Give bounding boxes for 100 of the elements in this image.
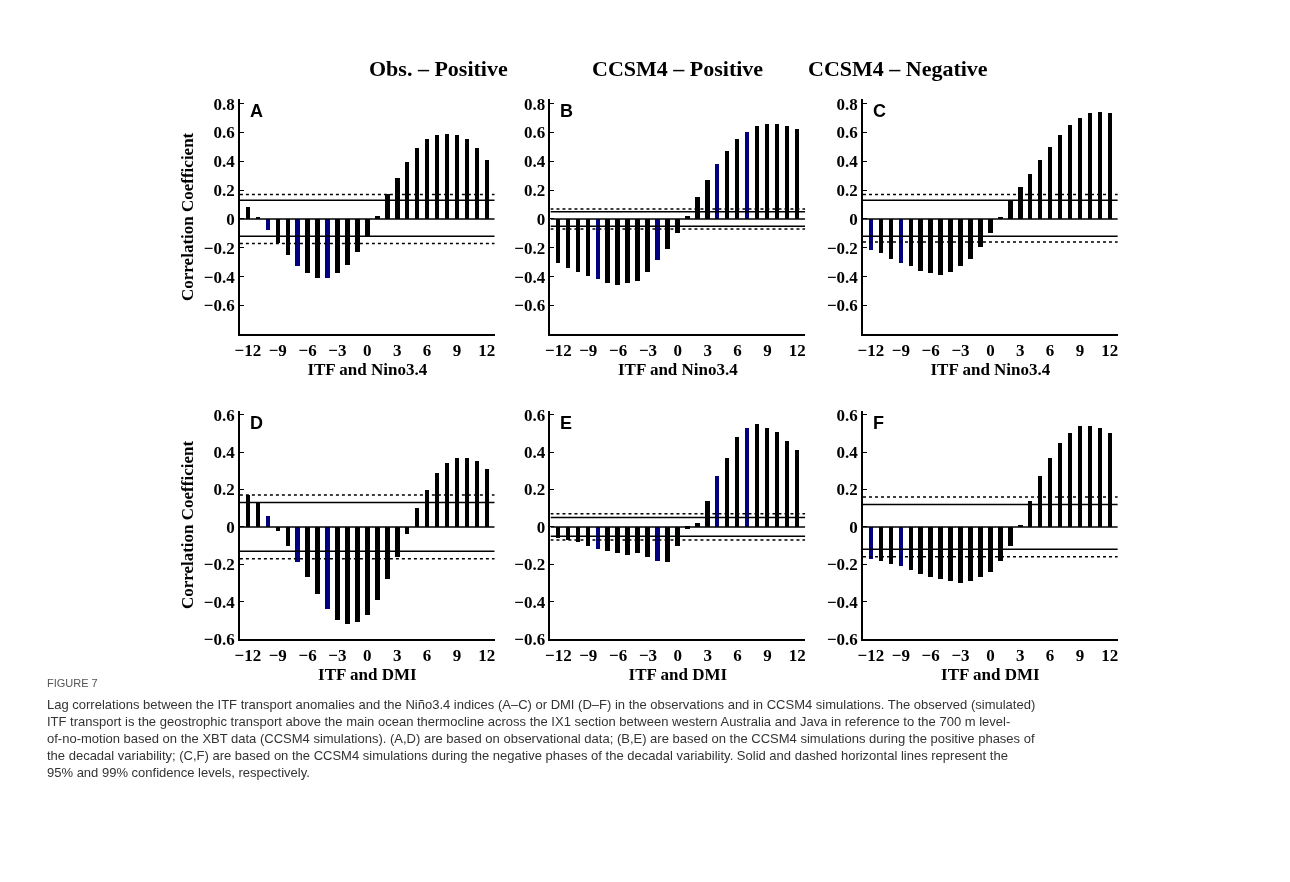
x-tick-label: 0 <box>986 341 995 361</box>
y-tick-label: −0.4 <box>514 267 546 287</box>
x-tick-label: −6 <box>298 341 317 361</box>
y-tick-label: −0.4 <box>826 592 859 612</box>
x-tick-label: 12 <box>478 646 496 666</box>
x-tick-label: 3 <box>703 341 712 361</box>
bar <box>655 219 661 261</box>
x-tick-label: 3 <box>703 646 712 666</box>
y-tick-label: −0.2 <box>203 555 235 575</box>
y-tick-label: 0.4 <box>213 443 236 463</box>
bar <box>898 219 903 264</box>
y-tick-label: 0.6 <box>836 405 858 425</box>
y-tick-label: −0.6 <box>203 629 235 649</box>
y-tick-label: 0 <box>849 517 858 537</box>
x-tick-label: −3 <box>328 646 347 666</box>
x-tick-label: 9 <box>763 646 772 666</box>
x-tick-label: 6 <box>1045 341 1055 361</box>
y-tick-label: −0.6 <box>826 629 858 649</box>
bar <box>294 219 300 267</box>
x-tick-label: 0 <box>363 341 372 361</box>
y-tick-label: 0.2 <box>836 181 858 201</box>
x-tick-label: 3 <box>392 341 402 361</box>
x-tick-label: 6 <box>422 341 432 361</box>
x-tick-label: −12 <box>234 341 262 361</box>
x-tick-label: −9 <box>891 646 910 666</box>
x-axis-title: ITF and DMI <box>941 665 1041 685</box>
x-tick-label: 12 <box>1101 341 1119 361</box>
x-tick-label: −12 <box>857 646 885 666</box>
bar <box>745 427 750 527</box>
annotation: A <box>250 101 263 121</box>
x-tick-label: −6 <box>609 341 628 361</box>
x-tick-label: −6 <box>609 646 628 666</box>
x-tick-label: −9 <box>268 341 287 361</box>
y-tick-label: −0.2 <box>826 555 858 575</box>
x-tick-label: −6 <box>921 341 940 361</box>
bar <box>715 164 720 220</box>
y-tick-label: −0.4 <box>203 592 236 612</box>
x-tick-label: 6 <box>733 341 742 361</box>
y-tick-label: 0.6 <box>213 405 235 425</box>
bar <box>715 475 720 527</box>
x-tick-label: −12 <box>857 341 885 361</box>
y-tick-label: 0.2 <box>524 181 546 201</box>
y-tick-label: −0.4 <box>826 267 859 287</box>
x-tick-label: −6 <box>921 646 940 666</box>
bar <box>265 515 270 527</box>
x-tick-label: 12 <box>1101 646 1119 666</box>
y-tick-label: 0.4 <box>524 443 546 463</box>
x-tick-label: −12 <box>545 646 572 666</box>
y-tick-label: −0.4 <box>514 592 546 612</box>
bar <box>265 219 270 231</box>
bar <box>324 526 330 609</box>
y-tick-label: −0.2 <box>514 238 546 258</box>
y-tick-label: 0.2 <box>836 480 858 500</box>
x-tick-label: −9 <box>268 646 287 666</box>
text: Lag correlations between the ITF transport anomalies and the Niño3.4 indices (A–C) or DMI (D–F) in the observations and in CCSM4 simulations. The observed (simulated) ITF transport is the geostrophic transport above the main ocean thermocline across the IX1 section between western Australia and Java in reference to the 700 m level-of-no-motion based on the XBT data (CCSM4 simulations). (A,D) are based on observational data; (B,E) are based on the CCSM4 simulations during the positive phases of the decadal variability; (C,F) are based on the CCSM4 simulations during the negative phases of the decadal variability. Solid and dashed horizontal lines represent the 95% and 99% confidence levels, respectively. <box>47 697 1036 780</box>
x-tick-label: 9 <box>452 646 462 666</box>
x-tick-label: −9 <box>891 341 910 361</box>
x-tick-label: 0 <box>673 646 683 666</box>
x-axis-title: ITF and DMI <box>628 665 728 685</box>
x-tick-label: −3 <box>638 646 658 666</box>
y-tick-label: 0 <box>226 209 235 229</box>
y-tick-label: 0.2 <box>524 480 546 500</box>
y-tick-label: 0.8 <box>524 94 546 114</box>
y-tick-label: −0.6 <box>514 296 546 316</box>
x-tick-label: −3 <box>951 341 970 361</box>
x-tick-label: −6 <box>298 646 317 666</box>
annotation: F <box>873 413 884 433</box>
x-axis-title: ITF and Nino3.4 <box>307 360 428 380</box>
bar <box>745 132 750 220</box>
y-tick-label: 0.4 <box>524 152 546 172</box>
y-tick-label: 0 <box>226 517 235 537</box>
x-tick-label: 6 <box>733 646 742 666</box>
x-axis-title: ITF and Nino3.4 <box>930 360 1051 380</box>
x-tick-label: −3 <box>951 646 970 666</box>
x-tick-label: −9 <box>579 646 598 666</box>
y-tick-label: 0.6 <box>524 123 546 143</box>
x-tick-label: 9 <box>452 341 462 361</box>
annotation: C <box>873 101 886 121</box>
bar <box>898 526 903 566</box>
y-tick-label: 0.6 <box>213 123 235 143</box>
y-tick-label: 0.6 <box>836 123 858 143</box>
y-tick-label: 0.4 <box>213 152 236 172</box>
y-tick-label: −0.2 <box>826 238 858 258</box>
chart-title: CCSM4 – Positive <box>592 56 764 81</box>
y-tick-label: 0.2 <box>213 181 235 201</box>
y-tick-label: 0.4 <box>836 152 859 172</box>
x-tick-label: −12 <box>545 341 572 361</box>
x-tick-label: −3 <box>638 341 658 361</box>
x-tick-label: 12 <box>478 341 496 361</box>
x-axis-title: ITF and DMI <box>318 665 417 685</box>
annotation: D <box>250 413 263 433</box>
annotation: B <box>560 101 573 121</box>
caption: FIGURE 7 <box>47 677 98 689</box>
annotation: E <box>560 413 573 433</box>
y-tick-label: 0 <box>536 517 546 537</box>
x-tick-label: 12 <box>788 341 806 361</box>
x-tick-label: 0 <box>363 646 372 666</box>
x-tick-label: 9 <box>1075 341 1085 361</box>
x-tick-label: 3 <box>392 646 402 666</box>
bar <box>294 526 300 562</box>
